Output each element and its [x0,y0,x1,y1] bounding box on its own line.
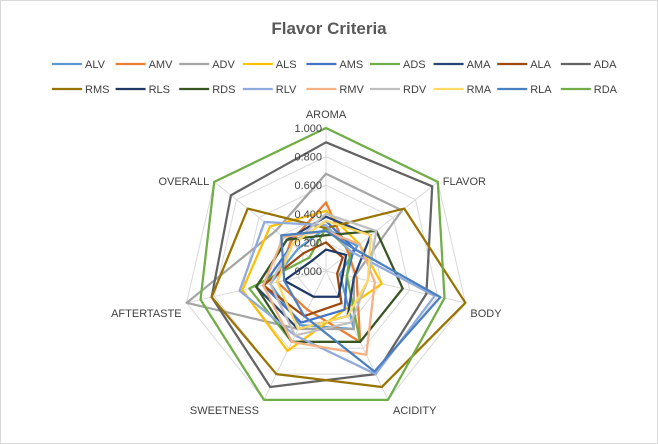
axis-label-aftertaste: AFTERTASTE [111,308,182,320]
grid-ring-4 [213,156,439,375]
legend-item-rdv: RDV [370,84,427,96]
legend-label: RMA [467,84,492,96]
legend-item-ams: AMS [306,59,363,71]
tick-label: 0.400 [294,209,322,221]
legend-label: AMV [149,59,174,71]
axis-label-aroma: AROMA [306,109,347,121]
spoke-body [325,270,466,304]
legend-label: RDS [212,84,235,96]
series-rms [210,207,467,389]
tick-label: 0.600 [294,180,322,192]
legend-item-adv: ADV [179,59,235,71]
legend-item-ama: AMA [433,59,492,71]
tick-label: 0.800 [294,152,322,164]
axis-label-flavor: FLAVOR [443,176,486,188]
legend-item-alv: ALV [52,59,106,71]
legend-item-rms: RMS [52,84,109,96]
legend-label: RDA [594,84,618,96]
legend-item-als: ALS [242,59,297,71]
legend-label: RMV [339,84,364,96]
legend-label: AMS [339,59,363,71]
legend-item-ala: ALA [497,59,552,71]
series-layer [185,126,467,401]
legend-label: RLS [149,84,170,96]
legend-item-rmv: RMV [306,84,365,96]
legend-label: RDV [403,84,427,96]
series-rla [280,229,442,373]
tick-label: 1.000 [294,123,322,135]
legend-item-amv: AMV [115,59,174,71]
legend-label: ADV [212,59,235,71]
legend-label: ALS [276,59,297,71]
axis-label-acidity: ACIDITY [393,405,437,417]
series-ala [262,241,344,318]
axis-label-body: BODY [470,308,502,320]
radar-grid [186,127,466,401]
axis-label-overall: OVERALL [158,176,209,188]
axis-labels: AROMA FLAVOR BODY ACIDITY SWEETNESS AFTERTAST… [111,109,502,417]
legend-label: AMA [467,59,492,71]
legend-label: ADS [403,59,426,71]
series-rls [283,248,348,298]
series-rmv [262,229,376,356]
legend-label: RLA [530,84,552,96]
spoke-acidity [325,270,389,401]
tick-label: 0.200 [294,237,322,249]
legend-label: RLV [276,84,297,96]
legend-item-rda: RDA [560,84,618,96]
legend-item-rlv: RLV [242,84,297,96]
legend-item-ads: ADS [370,59,426,71]
legend-label: ALV [85,59,106,71]
legend-label: ALA [530,59,551,71]
legend: ALV AMV ADV ALS AMS ADS AMA ALA ADA RMS RLS RDS RLV R… [52,59,618,96]
spoke-flavor [325,181,439,272]
legend-label: RMS [85,84,109,96]
series-rda [199,126,446,401]
legend-item-rma: RMA [433,84,492,96]
axis-label-sweetness: SWEETNESS [190,405,259,417]
series-rma [276,219,372,331]
legend-item-rls: RLS [115,84,170,96]
tick-labels: 0.000 0.200 0.400 0.600 0.800 1.000 [294,123,322,278]
chart-title: Flavor Criteria [271,19,387,38]
legend-label: ADA [594,59,617,71]
legend-item-rds: RDS [179,84,235,96]
legend-item-ada: ADA [560,59,617,71]
tick-label: 0.000 [294,266,322,278]
legend-item-rla: RLA [497,84,552,96]
